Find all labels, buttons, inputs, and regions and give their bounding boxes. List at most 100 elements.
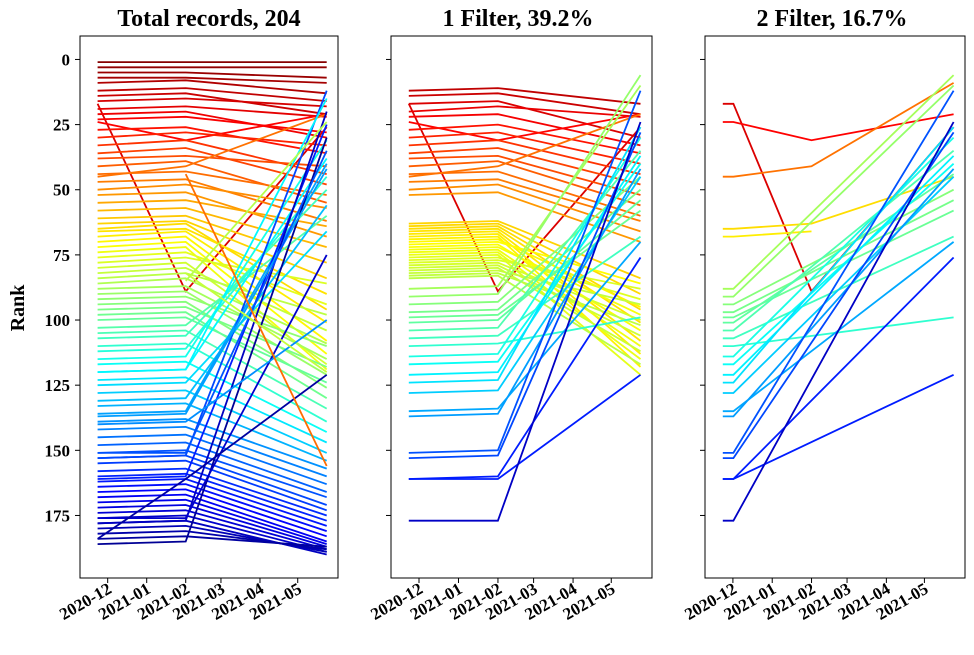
series-line: [97, 98, 328, 373]
series-line: [97, 87, 327, 102]
series-line: [408, 259, 641, 290]
series-line: [408, 84, 642, 290]
series-line: [97, 467, 327, 517]
series-line: [97, 110, 327, 139]
series-line: [408, 74, 642, 298]
series-line: [97, 71, 327, 79]
series-line: [97, 319, 328, 426]
series-line: [97, 277, 328, 345]
series-line: [408, 261, 641, 321]
series-line: [408, 178, 641, 222]
series-line: [408, 160, 641, 207]
series-line: [408, 256, 641, 301]
chart-panel-2-filter: 2 Filter, 16.7% 2020-122021-012021-02202…: [681, 6, 966, 624]
chart-panel-1-filter: 1 Filter, 39.2% 2020-122021-012021-02202…: [367, 6, 653, 624]
series-line: [408, 132, 642, 459]
series-line: [97, 189, 328, 340]
series-line: [722, 230, 812, 238]
series-line: [97, 266, 328, 332]
series-line: [408, 225, 641, 311]
series-line: [97, 176, 328, 353]
series-line: [97, 472, 327, 522]
series-line: [722, 90, 955, 454]
series-line: [97, 509, 327, 551]
series-line: [722, 131, 955, 460]
series-line: [722, 82, 955, 178]
series-line: [97, 113, 328, 178]
series-line: [97, 389, 328, 454]
series-line: [408, 176, 642, 306]
series-line: [408, 248, 642, 347]
series-line: [97, 97, 327, 108]
y-axis-label: Rank: [7, 284, 29, 332]
series-line: [722, 121, 955, 522]
series-line: [722, 113, 954, 142]
series-line: [97, 124, 328, 480]
series-line: [97, 154, 327, 168]
series-lines: [407, 74, 642, 522]
chart-title: Total records, 204: [117, 6, 300, 32]
series-line: [97, 92, 327, 116]
series-line: [97, 178, 327, 222]
series-line: [97, 441, 327, 493]
y-tick-label: 100: [45, 311, 71, 330]
series-line: [408, 264, 641, 337]
chart-title: 1 Filter, 39.2%: [442, 6, 593, 32]
plot-frame: [79, 35, 339, 579]
series-line: [97, 488, 327, 538]
series-lines: [722, 74, 955, 522]
series-line: [722, 209, 954, 319]
series-line: [97, 285, 328, 360]
series-line: [722, 235, 954, 340]
y-tick-label: 25: [53, 116, 70, 135]
series-line: [722, 256, 955, 480]
series-line: [97, 147, 327, 186]
series-line: [408, 90, 642, 454]
series-line: [97, 111, 328, 525]
series-line: [97, 191, 327, 238]
series-line: [408, 154, 641, 196]
series-line: [408, 230, 642, 342]
series-line: [408, 155, 642, 376]
series-line: [722, 74, 955, 290]
series-line: [408, 209, 642, 319]
series-line: [97, 220, 328, 280]
series-line: [408, 220, 641, 280]
series-lines: [96, 61, 328, 556]
series-line: [97, 418, 327, 470]
series-line: [97, 316, 328, 384]
series-line: [408, 176, 642, 394]
series-line: [97, 150, 328, 454]
y-tick-label: 125: [45, 376, 71, 395]
y-tick-label: 175: [45, 506, 71, 525]
series-line: [97, 76, 327, 84]
y-tick-label: 0: [62, 50, 71, 69]
series-line: [408, 266, 641, 353]
series-line: [722, 84, 955, 298]
series-line: [97, 483, 327, 532]
series-line: [97, 535, 327, 548]
series-line: [97, 105, 327, 118]
series-line: [408, 92, 641, 116]
chart-panel-total-records: Total records, 204 Rank 0 25 50 75 100 125 150…: [7, 6, 339, 624]
series-line: [97, 79, 327, 95]
series-line: [408, 113, 641, 178]
series-line: [97, 115, 327, 134]
series-line: [97, 498, 327, 545]
series-line: [97, 131, 327, 147]
series-line: [722, 168, 955, 418]
series-line: [722, 136, 955, 358]
series-line: [97, 306, 328, 368]
y-tick-label: 50: [53, 181, 70, 200]
plot-frame: [704, 35, 966, 579]
series-line: [408, 163, 642, 366]
series-line: [97, 342, 328, 423]
series-line: [97, 300, 328, 389]
series-line: [97, 402, 328, 462]
series-line: [408, 272, 641, 327]
series-line: [408, 123, 641, 155]
series-line: [97, 295, 327, 347]
series-line: [408, 274, 641, 366]
series-line: [408, 316, 641, 347]
